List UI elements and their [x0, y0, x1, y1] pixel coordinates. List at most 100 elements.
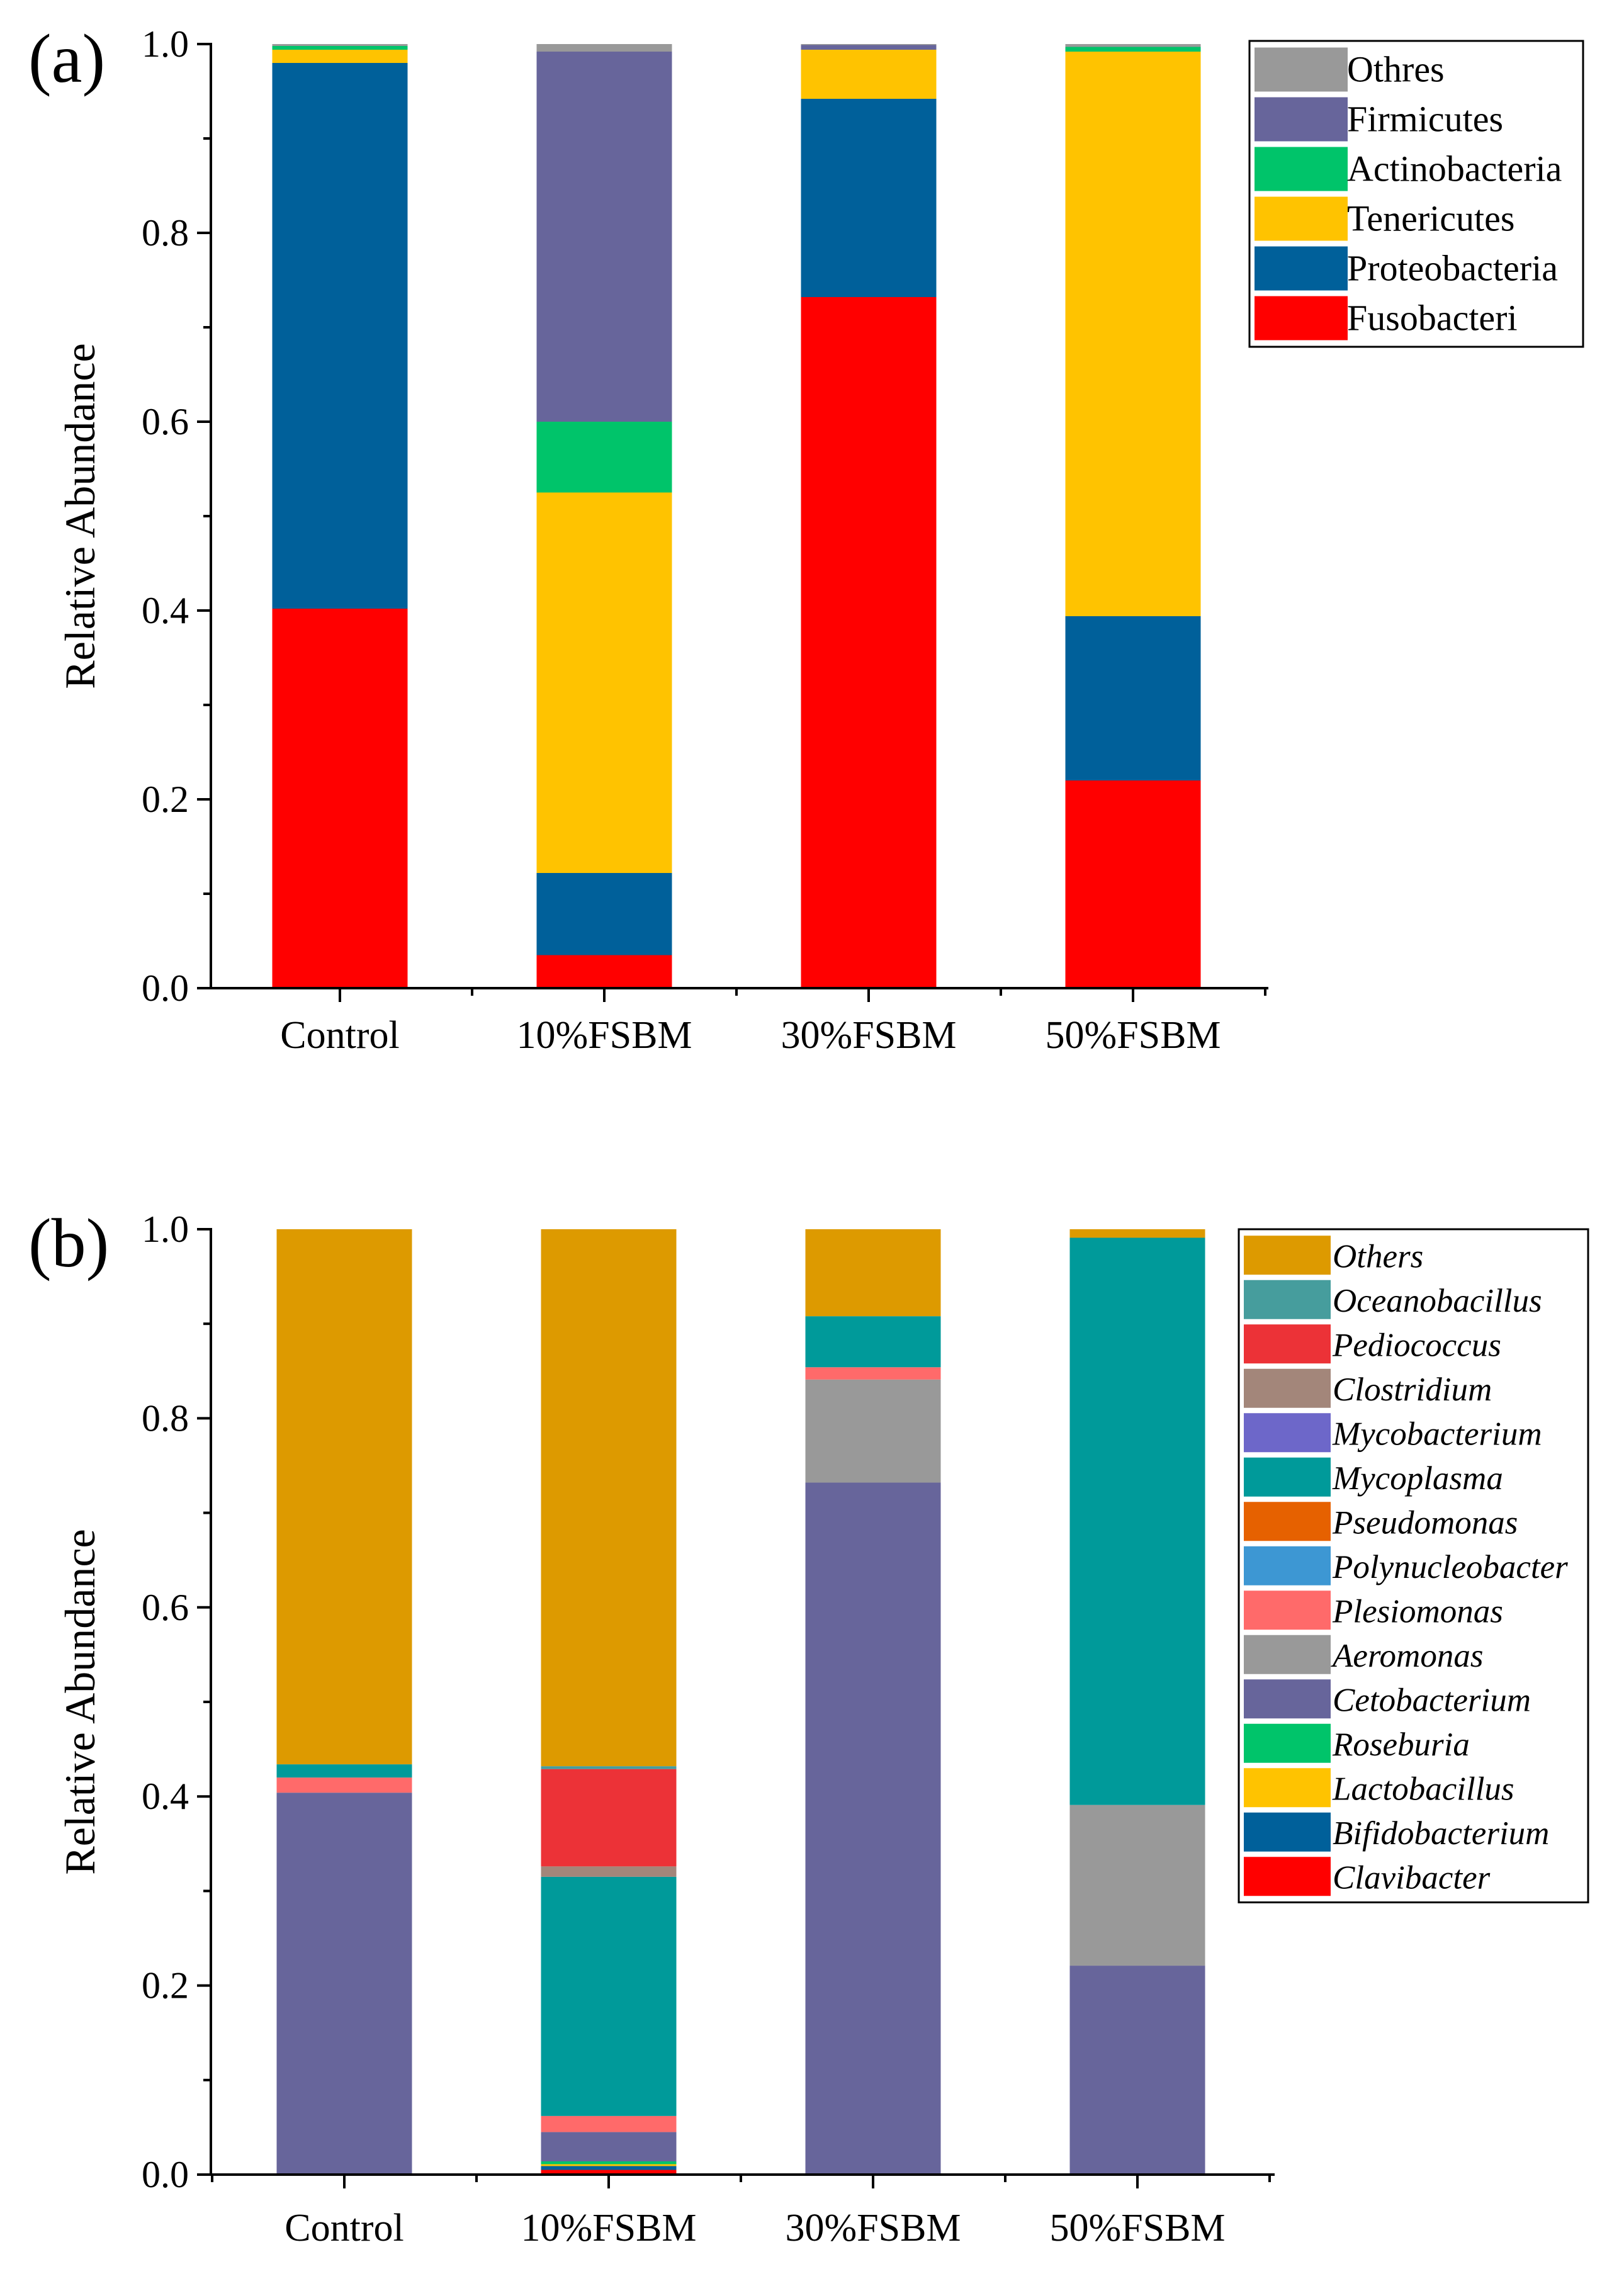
bar-segment [541, 1229, 677, 1767]
bar-segment [272, 46, 408, 50]
bar-segment [541, 1769, 677, 1867]
legend-entry-label: Fusobacteri [1347, 298, 1518, 339]
legend-swatch [1244, 1591, 1331, 1630]
legend-swatch [1255, 47, 1348, 92]
x-category-label: 10%FSBM [521, 2207, 696, 2249]
bar-segment [541, 2115, 677, 2132]
bar-segment [276, 1777, 412, 1793]
bar-segment [272, 63, 408, 609]
bar-segment [276, 1229, 412, 1765]
bar-segment [276, 1764, 412, 1778]
bar-segment [536, 492, 672, 873]
bar-segment [801, 99, 937, 297]
x-category-label: Control [280, 1014, 399, 1057]
bar-segment [805, 1482, 941, 2175]
y-tick-label: 0.0 [142, 967, 189, 1009]
y-tick-label: 0.8 [142, 212, 189, 254]
y-tick-label: 0.2 [142, 1965, 189, 2007]
legend-entry-label: Mycoplasma [1332, 1460, 1503, 1497]
bar-segment [801, 50, 937, 99]
bar-segment [541, 2132, 677, 2161]
legend-entry-label: Bifidobacterium [1333, 1815, 1549, 1852]
y-axis-title: Relative Abundance [56, 1529, 104, 1874]
legend-entry-label: Actinobacteria [1347, 149, 1562, 189]
legend-swatch [1244, 1413, 1331, 1453]
x-category-label: 30%FSBM [781, 1014, 956, 1057]
y-tick-label: 1.0 [142, 23, 189, 65]
bar-segment [801, 45, 937, 50]
bar-segment [541, 2161, 677, 2165]
legend-entry-label: Tenericutes [1347, 198, 1514, 239]
legend-swatch [1244, 1546, 1331, 1585]
legend-entry-label: Clostridium [1333, 1371, 1492, 1408]
legend-swatch [1244, 1236, 1331, 1275]
bar-segment [805, 1229, 941, 1317]
bar-segment [536, 955, 672, 988]
x-category-label: Control [285, 2207, 403, 2249]
legend-entry-label: Pseudomonas [1332, 1504, 1518, 1541]
bar-segment [541, 2166, 677, 2170]
x-category-label: 30%FSBM [785, 2207, 961, 2249]
legend-swatch [1244, 1502, 1331, 1541]
legend-swatch [1244, 1679, 1331, 1719]
bar-segment [536, 422, 672, 493]
legend-entry-label: Othres [1347, 49, 1445, 90]
bar-segment [1065, 780, 1201, 988]
bar-segment [536, 873, 672, 955]
bar-segment [801, 297, 937, 988]
panel-label: (a) [28, 20, 105, 97]
y-axis-title: Relative Abundance [56, 343, 104, 689]
legend-entry-label: Polynucleobacter [1332, 1549, 1568, 1585]
legend-swatch [1244, 1280, 1331, 1319]
bar-segment [805, 1316, 941, 1368]
chart-panel-1: 0.0 0.2 0.4 0.6 0.8 1.0 Control 10%FSBM 30%FSBM 5… [28, 1205, 1589, 2249]
bar-segment [536, 44, 672, 52]
legend-entry-label: Lactobacillus [1332, 1771, 1514, 1807]
legend-entry-label: Plesiomonas [1332, 1593, 1503, 1630]
bar-segment [536, 52, 672, 422]
y-tick-label: 0.4 [142, 590, 189, 631]
legend-swatch [1255, 296, 1348, 341]
bar-segment [1069, 1966, 1205, 2175]
bar-segment [541, 1766, 677, 1769]
legend-entry-label: Oceanobacillus [1333, 1283, 1542, 1319]
legend: Others Oceanobacillus Pediococcus Clostridi… [1238, 1228, 1589, 1903]
legend-swatch [1244, 1324, 1331, 1364]
y-tick-label: 0.0 [142, 2154, 189, 2195]
bar-segment [541, 2164, 677, 2166]
legend-swatch [1244, 1857, 1331, 1896]
legend-swatch [1244, 1457, 1331, 1497]
legend-entry-label: Proteobacteria [1347, 248, 1558, 289]
legend-entry-label: Others [1333, 1238, 1423, 1275]
legend-swatch [1244, 1812, 1331, 1852]
bar-segment [1065, 52, 1201, 616]
bar-segment [541, 1866, 677, 1877]
legend-swatch [1255, 147, 1348, 191]
x-category-label: 50%FSBM [1049, 2207, 1225, 2249]
bar-segment [272, 44, 408, 46]
bar-segment [1065, 44, 1201, 47]
y-tick-label: 0.4 [142, 1776, 189, 1817]
y-tick-label: 1.0 [142, 1208, 189, 1250]
y-tick-label: 0.2 [142, 779, 189, 820]
y-tick-label: 0.6 [142, 1587, 189, 1628]
x-category-label: 10%FSBM [516, 1014, 692, 1057]
bar-segment [272, 50, 408, 63]
bar-segment [276, 1793, 412, 2175]
legend-entry-label: Cetobacterium [1333, 1682, 1531, 1718]
y-tick-label: 0.6 [142, 401, 189, 442]
legend-entry-label: Clavibacter [1333, 1859, 1491, 1896]
panel-label: (b) [28, 1205, 109, 1281]
legend-entry-label: Aeromonas [1331, 1638, 1483, 1674]
legend-swatch [1255, 97, 1348, 142]
bar-segment [801, 44, 937, 45]
bar-segment [1065, 616, 1201, 780]
legend-entry-label: Firmicutes [1347, 99, 1503, 140]
bar-segment [1069, 1237, 1205, 1805]
legend-swatch [1244, 1723, 1331, 1763]
bar-segment [541, 1876, 677, 2116]
legend-entry-label: Roseburia [1332, 1726, 1470, 1763]
legend-entry-label: Pediococcus [1332, 1327, 1501, 1363]
bar-segment [1069, 1805, 1205, 1966]
legend: Othres Firmicutes Actinobacteria Tenericute… [1248, 40, 1584, 348]
